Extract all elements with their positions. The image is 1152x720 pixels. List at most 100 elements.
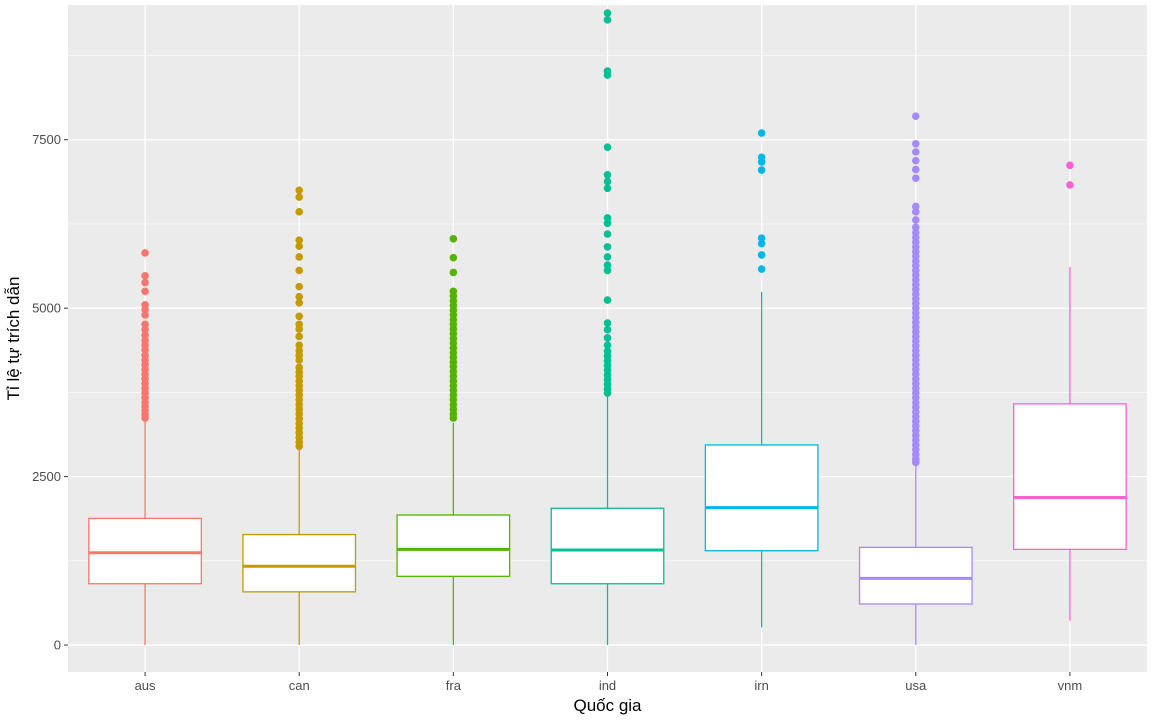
outlier-point <box>603 266 612 275</box>
box <box>242 533 357 593</box>
outlier-point <box>141 249 149 257</box>
outlier-point <box>295 292 304 301</box>
outlier-point <box>603 334 612 342</box>
outlier-point <box>603 341 612 350</box>
outlier-point <box>295 266 304 275</box>
outlier-point <box>603 214 612 222</box>
y-tick-label: 2500 <box>32 469 61 484</box>
outlier-point <box>295 356 304 364</box>
outlier-point <box>141 320 149 329</box>
outlier-point <box>141 311 149 319</box>
outlier-point <box>603 261 612 269</box>
box-can <box>242 186 357 646</box>
outlier-point <box>603 9 612 17</box>
outlier-point <box>295 332 304 341</box>
y-tick-label: 0 <box>54 638 61 653</box>
x-tick-label: aus <box>135 678 156 693</box>
outlier-point <box>911 223 920 232</box>
box <box>88 517 202 585</box>
outlier-point <box>757 166 766 174</box>
outlier-point <box>141 287 149 296</box>
x-tick-label: can <box>289 678 310 693</box>
outlier-point <box>911 156 920 165</box>
y-tick-label: 7500 <box>32 132 61 147</box>
outlier-point <box>603 253 612 261</box>
outlier-point <box>449 253 458 262</box>
outlier-point <box>603 219 612 228</box>
box-series <box>88 9 1127 646</box>
x-axis: aus can fra ind irn usa vnm <box>135 672 1083 693</box>
outlier-point <box>911 139 920 148</box>
outlier-point <box>603 243 612 251</box>
box <box>1013 403 1127 551</box>
outlier-point <box>603 170 612 179</box>
outlier-point <box>603 230 612 238</box>
outlier-point <box>141 325 149 334</box>
y-tick-label: 5000 <box>32 301 61 316</box>
outlier-point <box>295 325 304 333</box>
outlier-point <box>141 305 149 314</box>
outlier-point <box>911 165 920 174</box>
outlier-point <box>911 148 920 156</box>
outlier-point <box>295 236 304 244</box>
y-axis-title: Tỉ lệ tự trích dẫn <box>4 277 23 401</box>
y-axis: 0 2500 5000 7500 <box>32 132 68 653</box>
box <box>704 444 819 552</box>
box-usa <box>858 112 973 646</box>
outlier-point <box>295 193 304 201</box>
outlier-point <box>757 265 766 273</box>
outlier-point <box>295 312 304 321</box>
outlier-point <box>449 234 458 243</box>
box-fra <box>396 234 511 646</box>
outlier-point <box>757 239 766 248</box>
box <box>858 546 973 605</box>
outlier-point <box>603 184 612 193</box>
outlier-point <box>295 341 304 350</box>
outlier-point <box>295 186 304 195</box>
x-tick-label: fra <box>446 678 462 693</box>
outlier-point <box>295 253 304 261</box>
box-irn <box>704 129 819 628</box>
outlier-point <box>757 158 766 166</box>
outlier-point <box>911 458 920 467</box>
x-axis-title: Quốc gia <box>573 696 642 715</box>
outlier-point <box>141 272 149 280</box>
outlier-point <box>603 325 612 334</box>
outlier-point <box>603 71 612 79</box>
outlier-point <box>603 319 612 327</box>
outlier-point <box>295 282 304 291</box>
outlier-point <box>757 251 766 259</box>
x-tick-label: vnm <box>1058 678 1083 693</box>
outlier-point <box>141 346 149 354</box>
x-tick-label: usa <box>905 678 927 693</box>
outlier-point <box>295 242 304 250</box>
outlier-point <box>449 268 458 277</box>
outlier-point <box>603 16 612 24</box>
outlier-point <box>1066 181 1074 189</box>
outlier-point <box>911 208 920 216</box>
box-ind <box>550 9 665 646</box>
outlier-point <box>295 442 304 451</box>
x-tick-label: ind <box>599 678 616 693</box>
outlier-point <box>603 296 612 304</box>
outlier-point <box>295 208 304 216</box>
outlier-point <box>1066 161 1074 170</box>
box-aus <box>88 249 202 646</box>
outlier-point <box>757 129 766 137</box>
x-tick-label: irn <box>754 678 768 693</box>
outlier-point <box>603 389 612 397</box>
box <box>550 507 665 585</box>
outlier-point <box>757 234 766 242</box>
outlier-point <box>603 143 612 151</box>
outlier-point <box>449 414 458 422</box>
outlier-point <box>911 216 920 224</box>
outlier-point <box>603 177 612 186</box>
outlier-point <box>295 298 304 307</box>
outlier-point <box>911 202 920 211</box>
outlier-point <box>141 414 149 422</box>
outlier-point <box>911 112 920 120</box>
outlier-point <box>911 174 920 182</box>
box <box>396 514 511 577</box>
outlier-point <box>141 278 149 287</box>
